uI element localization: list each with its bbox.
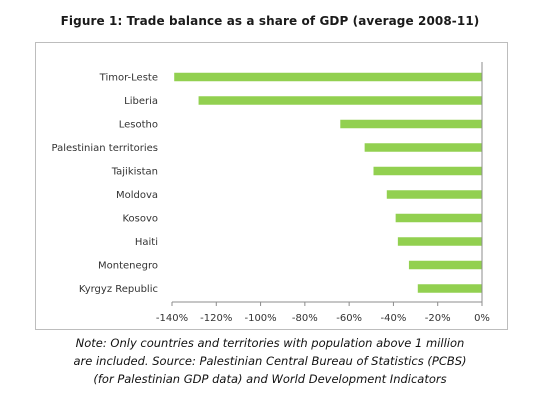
note-line-1: Note: Only countries and territories wit… [75,336,465,350]
bar [395,213,482,223]
category-label: Haiti [135,237,158,248]
chart-title: Figure 1: Trade balance as a share of GD… [60,14,480,28]
category-label: Kosovo [122,214,158,225]
category-label: Palestinian territories [52,143,159,154]
category-label: Kyrgyz Republic [79,284,158,295]
bar [397,237,482,246]
bar [364,143,482,152]
note-line-3: (for Palestinian GDP data) and World Dev… [93,372,447,386]
note-line-2: are included. Source: Palestinian Centra… [73,354,467,368]
x-tick-label: -140% [156,313,188,324]
category-label: Moldova [116,190,158,201]
chart-frame [35,42,508,330]
category-label: Montenegro [98,261,158,272]
x-tick-label: -20% [425,313,451,324]
chart-note: Note: Only countries and territories wit… [0,334,540,388]
bar [373,166,482,176]
x-tick-label: -80% [292,313,318,324]
bar [198,96,483,105]
bar [174,72,482,82]
category-label: Timor-Leste [99,73,158,84]
category-label: Lesotho [119,120,158,131]
x-tick-label: -60% [336,313,362,324]
x-tick-label: 0% [474,313,490,324]
bar [417,284,482,293]
category-label: Liberia [124,96,158,107]
x-tick-label: -120% [200,313,232,324]
bar [386,190,482,199]
category-label: Tajikistan [111,167,158,178]
x-tick-label: -100% [244,313,276,324]
bar [340,119,482,129]
bar [408,260,482,270]
x-tick-label: -40% [381,313,407,324]
